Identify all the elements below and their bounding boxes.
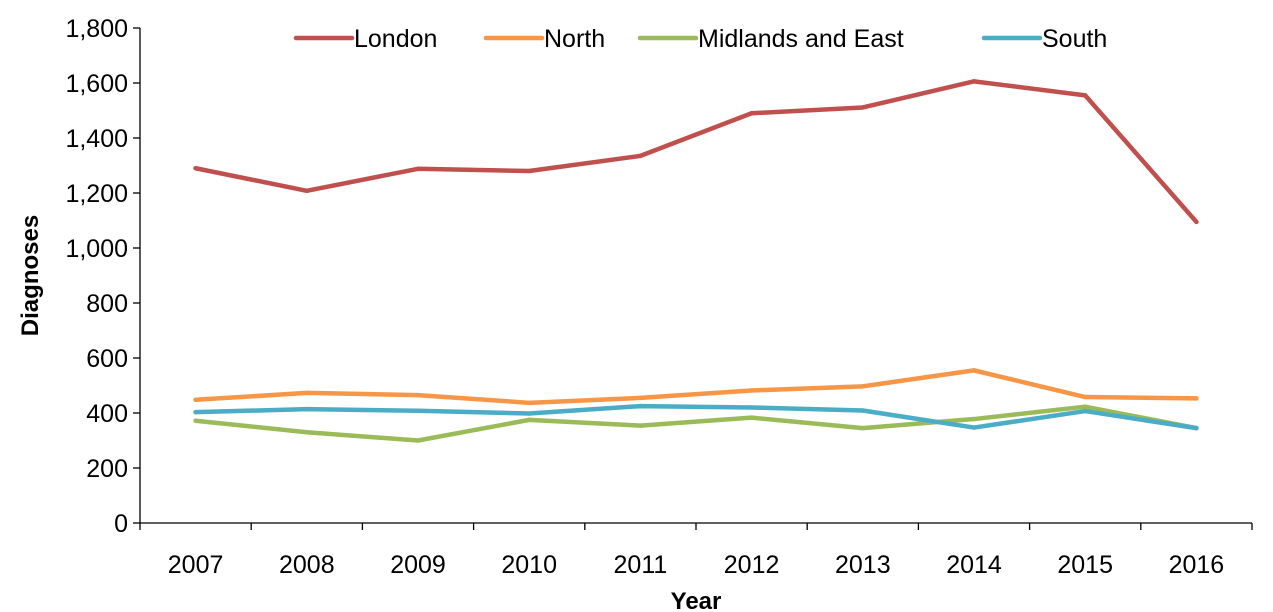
data-point-north <box>638 395 643 401</box>
x-tick-label: 2008 <box>279 551 335 579</box>
x-axis: 2007 2008 2009 2010 2011 2012 2013 2014 2015 2016 <box>139 522 1253 579</box>
y-tick-label: 1,200 <box>65 180 128 208</box>
series-midlands-and-east <box>193 404 1199 443</box>
data-point-london <box>304 188 309 193</box>
data-point-north <box>304 390 309 396</box>
y-tick-label: 1,800 <box>65 15 128 43</box>
x-tick-label: 2010 <box>501 551 557 579</box>
data-point-north <box>193 397 198 402</box>
data-point-north <box>1083 394 1088 400</box>
data-point-midlands-and-east <box>304 430 309 435</box>
x-tick-label: 2013 <box>835 551 891 579</box>
legend-item-midlands-and-east: Midlands and East <box>637 25 904 53</box>
data-point-north <box>415 392 421 398</box>
data-point-midlands-and-east <box>860 425 865 431</box>
data-point-london <box>1083 93 1088 98</box>
data-point-north <box>1194 396 1199 401</box>
x-tick-label: 2009 <box>390 551 446 579</box>
data-point-midlands-and-east <box>1083 404 1088 409</box>
y-tick-label: 1,000 <box>65 235 128 263</box>
data-point-south <box>193 409 198 415</box>
data-point-south <box>527 411 532 416</box>
series-line-south <box>193 403 1199 431</box>
series-line-midlands-and-east <box>193 404 1199 443</box>
data-point-london <box>971 79 977 84</box>
data-point-south <box>415 408 421 413</box>
x-axis-title: Year <box>671 588 722 612</box>
x-tick-label: 2015 <box>1057 551 1113 579</box>
y-axis-title: Diagnoses <box>17 215 44 336</box>
data-point-london <box>1194 219 1199 225</box>
x-tick-label: 2011 <box>614 551 668 579</box>
y-axis: 0 200 400 600 800 1,000 1,200 1,400 1,600 1,800 <box>65 15 141 538</box>
x-tick-label: 2016 <box>1169 551 1225 579</box>
data-point-south <box>638 403 643 409</box>
data-point-midlands-and-east <box>971 416 977 422</box>
legend-item-london: London <box>293 25 437 53</box>
y-tick-label: 0 <box>114 510 128 538</box>
data-point-north <box>860 384 865 389</box>
legend-label: South <box>1042 25 1107 53</box>
data-point-south <box>1083 408 1088 414</box>
legend: London North Midlands and East South <box>293 25 1107 53</box>
x-tick-label: 2014 <box>946 551 1002 579</box>
y-tick-label: 1,600 <box>65 70 128 98</box>
data-point-london <box>415 166 421 171</box>
legend-item-south: South <box>981 25 1107 53</box>
data-point-south <box>304 406 309 412</box>
y-tick-label: 800 <box>86 290 128 318</box>
series-north <box>193 368 1199 406</box>
data-point-london <box>860 105 865 110</box>
y-tick-label: 600 <box>86 345 128 373</box>
data-point-south <box>971 425 977 430</box>
data-point-midlands-and-east <box>749 415 754 420</box>
legend-item-north: North <box>483 25 605 53</box>
data-point-north <box>971 368 977 373</box>
series-layer <box>193 79 1199 443</box>
legend-label: Midlands and East <box>698 25 904 53</box>
data-point-london <box>749 111 754 116</box>
series-line-london <box>193 79 1199 225</box>
data-point-midlands-and-east <box>415 438 421 443</box>
y-tick-label: 200 <box>86 455 128 483</box>
x-tick-label: 2007 <box>168 551 224 579</box>
data-point-midlands-and-east <box>193 418 198 423</box>
data-point-london <box>638 153 643 159</box>
data-point-north <box>749 388 754 393</box>
data-point-london <box>193 166 198 171</box>
series-london <box>193 79 1199 225</box>
data-point-midlands-and-east <box>527 417 532 423</box>
data-point-london <box>527 168 532 174</box>
data-point-south <box>749 405 754 410</box>
legend-label: North <box>544 25 605 53</box>
data-point-south <box>860 408 865 413</box>
legend-label: London <box>354 25 437 53</box>
y-tick-label: 1,400 <box>65 125 128 153</box>
series-line-north <box>193 368 1199 406</box>
data-point-south <box>1194 425 1199 431</box>
y-tick-label: 400 <box>86 400 128 428</box>
data-point-midlands-and-east <box>638 423 643 428</box>
data-point-north <box>527 400 532 406</box>
x-tick-label: 2012 <box>724 551 780 579</box>
series-south <box>193 403 1199 431</box>
